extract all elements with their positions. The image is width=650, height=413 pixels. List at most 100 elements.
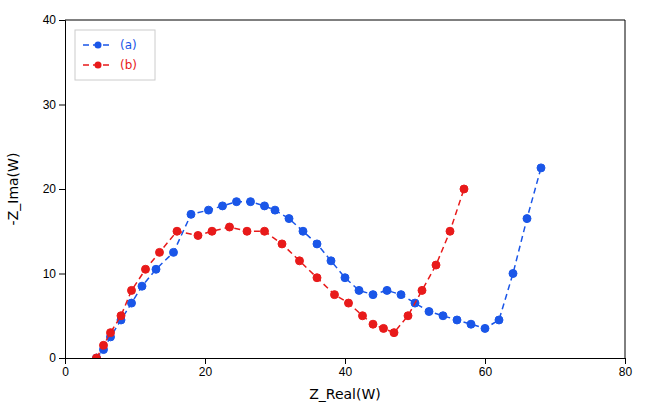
y-axis-title: -Z_Ima(W) [5,153,21,226]
point [369,291,377,299]
point [313,240,321,248]
point [142,265,150,273]
point [345,299,353,307]
point [432,261,440,269]
point [460,185,468,193]
frame [625,20,626,358]
axis-line [66,359,626,365]
tick-mark [59,358,65,359]
point [194,231,202,239]
tick: 0 [49,351,65,365]
marks [93,164,545,358]
tick-label: 0 [62,365,69,379]
point [439,312,447,320]
tick-mark [205,358,206,364]
point [117,312,125,320]
point [327,257,335,265]
tick-label: 20 [199,365,213,379]
point [341,274,349,282]
tick: 30 [43,98,65,112]
legend-label: (a) [120,38,137,52]
point [495,316,503,324]
point [107,329,115,337]
point [173,227,181,235]
point [383,286,391,294]
point [299,227,307,235]
tick: 80 [619,358,633,379]
point [205,206,213,214]
tick-mark [625,358,626,364]
tick-mark [59,105,65,106]
point [481,324,489,332]
frame [65,20,625,21]
point [523,215,531,223]
tick-mark [59,20,65,21]
point [453,316,461,324]
point [170,248,178,256]
tick: 10 [43,267,65,281]
point [226,223,234,231]
point [156,248,164,256]
point [509,270,517,278]
tick-mark [59,274,65,275]
tick-label: 30 [43,98,57,112]
point [261,227,269,235]
point [313,274,321,282]
tick: 60 [479,358,493,379]
axis-line [59,21,66,359]
point [93,354,101,358]
legend-marker [95,62,102,69]
tick-label: 80 [619,365,633,379]
point [446,227,454,235]
tick: 20 [43,182,65,196]
point [418,286,426,294]
point [390,329,398,337]
point [380,324,388,332]
point [233,198,241,206]
point [355,286,363,294]
x-axis: 0 20 40 60 80 [62,358,632,379]
point [359,312,367,320]
tick: 20 [199,358,213,379]
point [128,299,136,307]
tick: 40 [43,13,65,27]
x-axis-title: Z_Real(W) [309,386,381,402]
tick-mark [59,189,65,190]
point [93,354,101,358]
legend-label: (b) [120,58,137,72]
point [369,320,377,328]
point [100,341,108,349]
point [219,202,227,210]
plot: 0 20 40 60 80 0 10 20 30 40 (a) (b) [43,13,633,378]
tick-label: 0 [49,351,56,365]
tick: 0 [62,358,69,379]
point [208,227,216,235]
point [261,202,269,210]
point [425,308,433,316]
legend: (a) (b) [75,30,155,80]
point [138,282,146,290]
point [128,286,136,294]
tick-label: 60 [479,365,493,379]
point [247,198,255,206]
point [397,291,405,299]
series-line [97,189,465,358]
legend-marker [95,42,102,49]
point [285,215,293,223]
point [331,291,339,299]
tick-label: 40 [339,365,353,379]
point [296,257,304,265]
legend-box [75,30,155,80]
tick-label: 40 [43,13,57,27]
point [243,227,251,235]
point [271,206,279,214]
point [152,265,160,273]
tick-mark [485,358,486,364]
chart: 0 20 40 60 80 0 10 20 30 40 (a) (b) Z_Real(W) -Z_Ima(… [0,0,650,413]
point [404,312,412,320]
series-line [97,168,542,358]
point [467,320,475,328]
tick-mark [345,358,346,364]
point [278,240,286,248]
tick-label: 20 [43,182,57,196]
